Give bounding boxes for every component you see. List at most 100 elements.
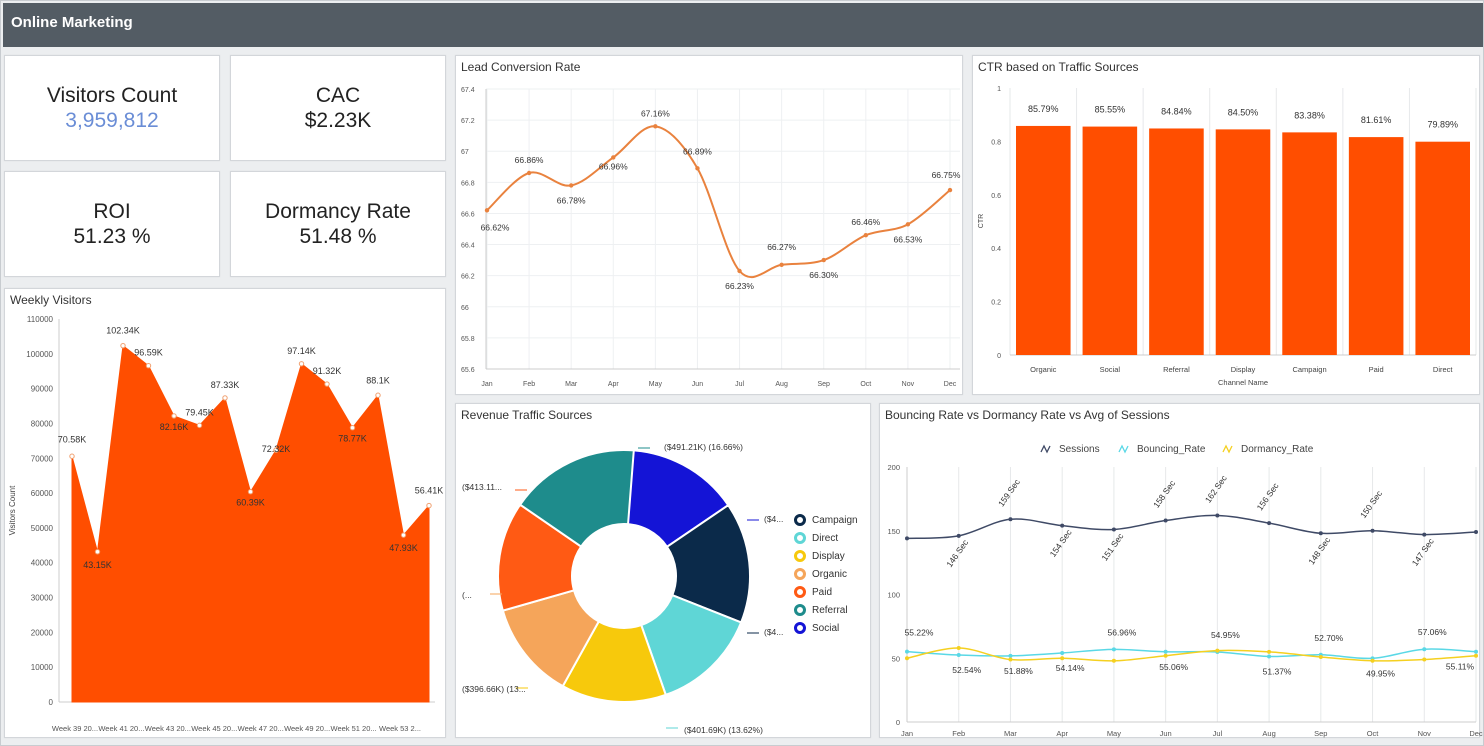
x-tick-label: Week 53 2... [379,724,421,733]
revenue-panel: Revenue Traffic Sources ($491.21K) (16.6… [455,403,871,738]
y-tick-label: 150 [887,527,900,536]
data-label: 102.34K [106,326,140,336]
data-point [1474,530,1478,535]
data-point [120,342,126,349]
data-label: 52.70% [1314,633,1343,643]
legend-label: Paid [812,587,832,598]
x-tick-label: Nov [902,381,915,388]
bouncing-panel: Bouncing Rate vs Dormancy Rate vs Avg of… [879,403,1483,738]
data-point [737,268,742,274]
lead-conversion-chart: 65.6 65.8 66 66.2 66.4 66.6 66.8 67 67.2 67.4 Jan F… [461,87,961,388]
data-label: 55.11% [1446,662,1475,672]
x-tick-label: Apr [1056,729,1068,738]
chart-title: Bouncing Rate vs Dormancy Rate vs Avg of… [885,408,1170,422]
data-label: 84.84% [1161,106,1192,116]
data-point [526,170,532,176]
x-tick-label: Jul [735,381,744,388]
data-point [1267,521,1272,526]
y-tick-label: 50000 [31,524,54,533]
chart-title: Revenue Traffic Sources [461,408,593,422]
data-label: 146 Sec [944,537,971,569]
data-label: ($4... [764,627,783,637]
x-tick-label: Jul [1213,729,1223,738]
y-axis-label: Visitors Count [8,485,17,535]
x-tick-label: Aug [775,381,788,388]
data-label: 66.86% [515,155,544,165]
weekly-visitors-chart: 0 10000 20000 30000 40000 50000 60000 70000 8000… [8,315,443,733]
legend-label: Direct [812,533,838,544]
data-label: 51.37% [1263,667,1292,677]
x-tick-label: Feb [952,729,965,738]
x-tick-label: Organic [1030,365,1057,374]
data-label: 66.53% [893,234,922,244]
data-label: 66.96% [599,161,628,171]
data-label: ($4... [764,514,783,524]
y-tick-label: 0.4 [991,246,1001,253]
data-point [905,656,909,661]
x-tick-label: Jun [1160,729,1172,738]
data-point [1422,647,1427,652]
x-tick-label: Apr [608,381,620,388]
data-label: 54.14% [1056,663,1085,673]
data-label: 79.89% [1427,120,1458,130]
data-label: 158 Sec [1151,478,1178,510]
pie-slice [518,449,635,548]
legend-label: Dormancy_Rate [1241,444,1314,455]
y-tick-label: 20000 [31,628,54,637]
data-label: 51.88% [1004,666,1033,676]
data-point [1060,523,1065,528]
y-tick-label: 0 [49,698,54,707]
data-label: 72.32K [262,444,291,454]
y-tick-label: 0 [997,353,1001,360]
data-point [1422,657,1427,662]
x-tick-label: Week 45 20... [191,724,237,733]
data-label: 54.95% [1211,630,1240,640]
data-point [905,222,911,227]
data-point [1318,654,1323,659]
kpi-label: ROI [93,200,131,223]
x-tick-label: Jun [692,381,703,388]
y-tick-label: 90000 [31,385,54,394]
kpi-value: 51.23 % [73,225,151,248]
bar [1215,129,1271,355]
data-point [947,187,953,193]
data-label: 66.78% [557,195,586,205]
legend-label: Campaign [812,515,858,526]
legend-swatch [794,604,806,616]
legend-label: Referral [812,605,848,616]
data-label: 66.75% [932,170,961,180]
data-label: 162 Sec [1203,473,1230,505]
page-title: Online Marketing [3,3,1483,47]
legend-swatch [1040,444,1051,454]
y-tick-label: 65.8 [461,336,475,343]
data-point [1060,656,1065,661]
data-point [1111,647,1116,652]
bouncing-chart: 0 50 100 150 200 Jan Feb Mar Apr May Jun Jul Aug Sep O… [887,444,1482,738]
y-tick-label: 0 [896,718,900,727]
lead-conversion-panel: Lead Conversion Rate 65.6 65.8 66 66.2 66.4 6… [455,55,963,395]
kpi-value: 51.48 % [299,225,377,248]
x-tick-label: Social [1100,365,1121,374]
y-tick-label: 67.2 [461,118,475,125]
data-point [905,649,909,654]
y-tick-label: 66.6 [461,211,475,218]
data-label: 154 Sec [1048,527,1075,559]
chart-title: Weekly Visitors [10,293,92,307]
data-point [1008,517,1013,522]
data-label: 47.93K [389,543,418,553]
x-tick-label: May [649,381,663,388]
data-point [1111,527,1116,532]
x-tick-label: Paid [1369,365,1384,374]
data-label: 147 Sec [1410,536,1437,568]
y-tick-label: 0.6 [991,193,1001,200]
y-tick-label: 40000 [31,559,54,568]
legend-label: Organic [812,569,847,580]
data-label: 52.54% [952,665,981,675]
y-tick-label: 1 [997,86,1001,93]
legend-swatch [794,550,806,562]
kpi-label: Dormancy Rate [265,200,411,223]
y-tick-label: 30000 [31,594,54,603]
data-label: 55.22% [905,628,934,638]
data-label: 66.27% [767,242,796,252]
